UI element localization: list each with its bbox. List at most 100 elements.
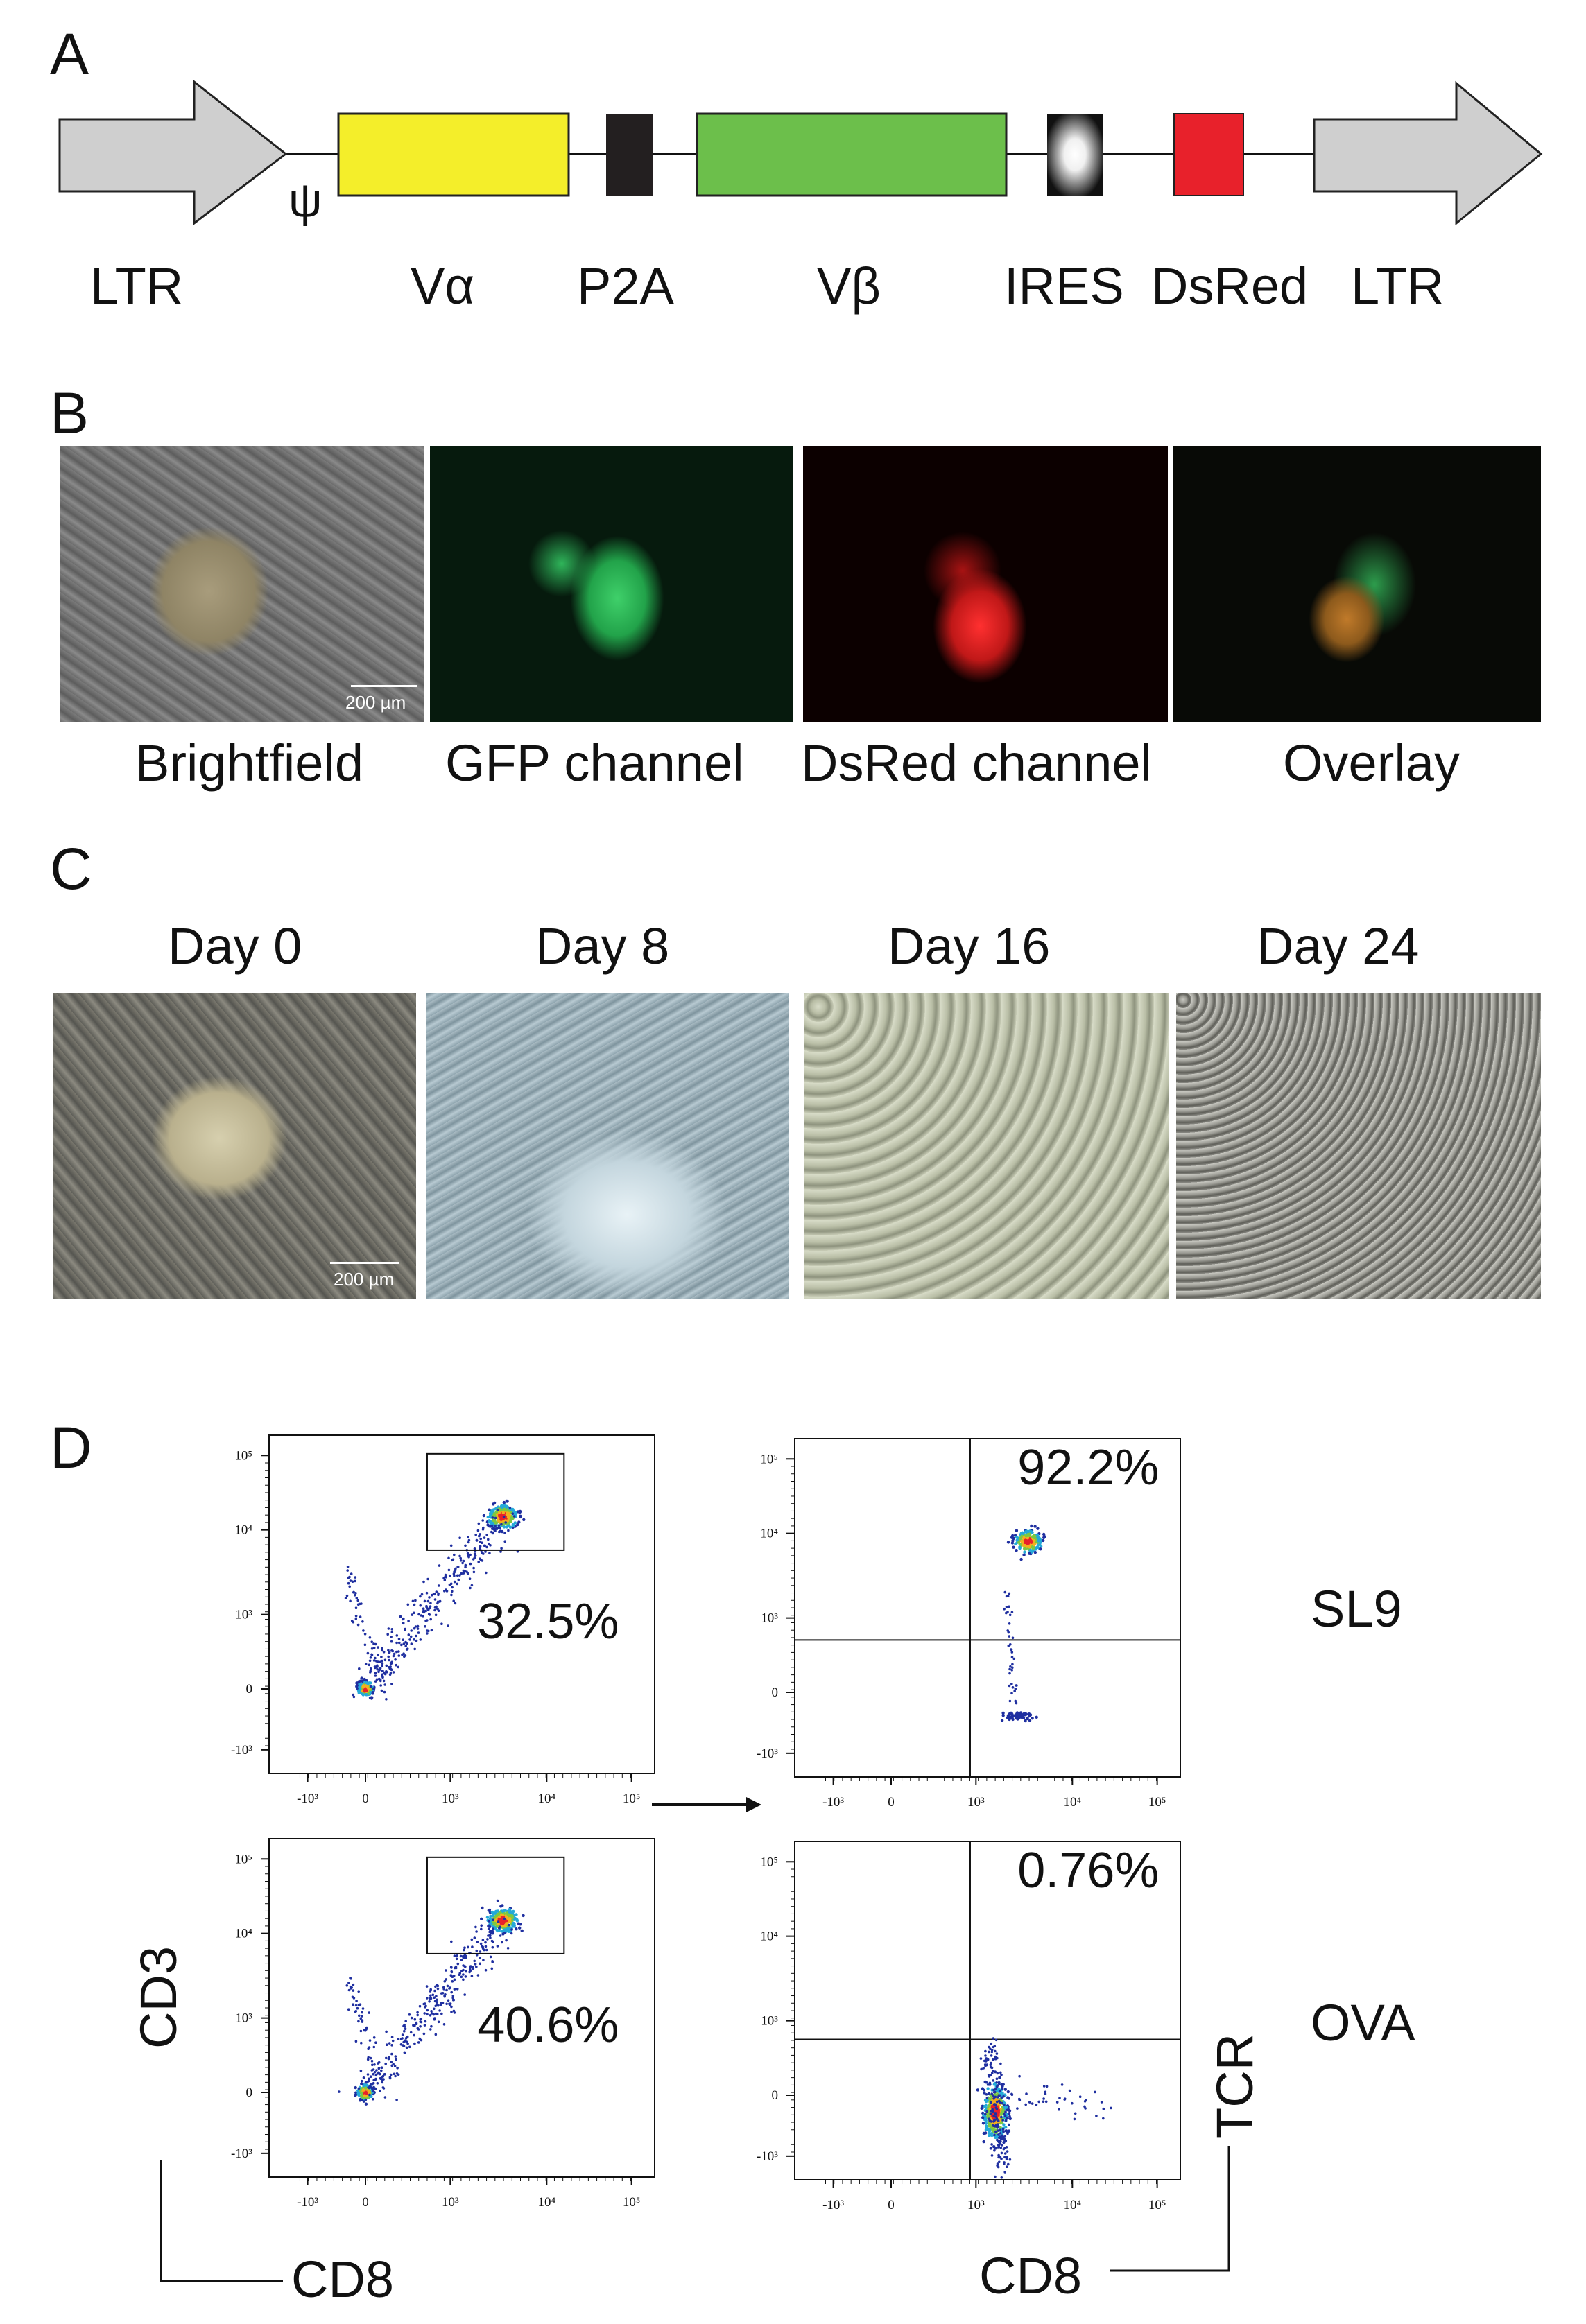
event-dot (390, 1660, 393, 1664)
event-dot (501, 1941, 503, 1944)
event-dot (1015, 1684, 1018, 1687)
y-tick-label: 10³ (235, 2011, 252, 2026)
event-dot (1015, 1701, 1018, 1705)
event-dot (1008, 1667, 1011, 1671)
event-dot (992, 2088, 995, 2092)
event-dot (386, 1633, 389, 1636)
event-dot (437, 2020, 440, 2024)
event-dot (1010, 1611, 1014, 1614)
event-dot (1023, 1544, 1027, 1547)
event-dot (434, 2033, 438, 2036)
event-dot (375, 2069, 378, 2072)
event-dot (479, 1942, 483, 1945)
event-dot (487, 1927, 490, 1930)
event-dot (980, 2106, 983, 2110)
event-dot (981, 2116, 985, 2119)
event-dot (402, 2045, 406, 2048)
event-dot (990, 2101, 992, 2104)
event-dot (490, 1509, 494, 1512)
event-dot (358, 1685, 361, 1690)
event-dot (1028, 1719, 1032, 1722)
event-dot (433, 2000, 437, 2003)
event-dot (475, 1538, 479, 1542)
event-dot (489, 1955, 492, 1959)
event-dot (390, 1683, 393, 1685)
event-dot (433, 2007, 436, 2011)
event-dot (377, 2071, 380, 2074)
event-dot (356, 2006, 359, 2010)
event-dot (983, 2088, 985, 2092)
event-dot (1000, 2157, 1003, 2160)
event-dot (424, 1625, 426, 1628)
event-dot (986, 2087, 990, 2090)
event-dot (381, 2079, 384, 2082)
event-dot (481, 1945, 484, 1948)
event-dot (447, 1556, 450, 1560)
event-dot (1000, 2151, 1003, 2155)
row-label-sl9: SL9 (1311, 1580, 1402, 1638)
event-dot (460, 1572, 463, 1575)
event-dot (1074, 2112, 1077, 2115)
event-dot (480, 1927, 483, 1931)
event-dot (423, 2024, 426, 2027)
event-dot (1004, 2126, 1008, 2129)
event-dot (462, 1973, 465, 1976)
event-dot (432, 1593, 436, 1595)
event-dot (398, 1641, 401, 1645)
panel-letter-a: A (50, 21, 89, 87)
event-dot (1058, 2108, 1060, 2111)
y-tick-label: 0 (772, 2088, 779, 2103)
event-dot (429, 1990, 432, 1993)
event-dot (1001, 1711, 1005, 1715)
event-dot (1017, 2097, 1021, 2101)
event-dot (1002, 2140, 1006, 2144)
event-dot (381, 1665, 383, 1668)
event-dot (418, 2004, 422, 2008)
event-dot (365, 1689, 368, 1692)
event-dot (347, 1576, 350, 1579)
event-dot (499, 1934, 502, 1937)
event-dot (381, 2081, 384, 2084)
event-dot (417, 1631, 420, 1634)
event-dot (998, 2136, 1001, 2140)
event-dot (1022, 1532, 1025, 1535)
event-dot (991, 2109, 994, 2112)
x-tick-label: 10⁴ (538, 1792, 556, 1806)
y-tick-label: -10³ (231, 1743, 252, 1758)
event-dot (426, 2013, 429, 2016)
event-dot (1100, 2101, 1103, 2104)
event-dot (993, 2045, 997, 2048)
event-dot (998, 2082, 1001, 2085)
event-dot (401, 1618, 404, 1621)
event-dot (988, 2092, 990, 2095)
event-dot (1008, 2123, 1010, 2126)
event-dot (474, 1925, 477, 1929)
event-dot (976, 2088, 980, 2092)
event-dot (365, 2026, 368, 2029)
event-dot (428, 2000, 431, 2003)
event-dot (1006, 1629, 1009, 1632)
event-dot (1014, 1542, 1017, 1545)
event-dot (1010, 1712, 1014, 1717)
event-dot (399, 2043, 403, 2046)
event-dot (520, 1929, 524, 1932)
event-dot (439, 2003, 442, 2006)
event-dot (419, 2025, 422, 2028)
event-dot (997, 2144, 1001, 2147)
event-dot (368, 2077, 370, 2081)
event-dot (438, 1564, 441, 1567)
event-dot (397, 2038, 399, 2040)
event-dot (349, 1599, 352, 1603)
event-dot (435, 1995, 438, 1997)
event-dot (366, 2073, 370, 2076)
event-dot (1000, 2144, 1003, 2147)
event-dot (436, 1607, 439, 1611)
event-dot (368, 2011, 370, 2014)
event-dot (506, 1511, 509, 1515)
event-dot (361, 1684, 365, 1688)
event-dot (371, 2063, 374, 2067)
event-dot (372, 1642, 375, 1645)
event-dot (997, 2119, 1000, 2122)
event-dot (377, 1677, 381, 1681)
event-dot (433, 1606, 437, 1609)
